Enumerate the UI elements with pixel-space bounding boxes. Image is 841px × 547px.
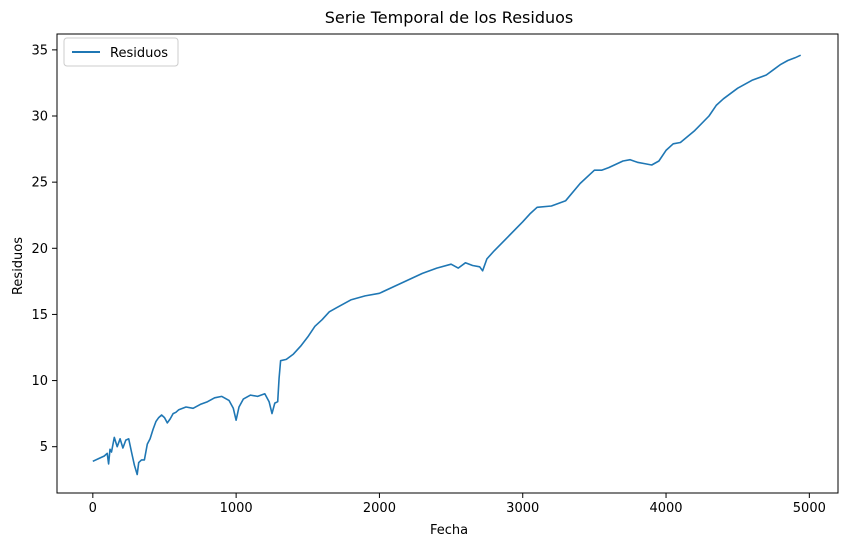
y-tick-label: 35 bbox=[31, 43, 48, 58]
plot-background bbox=[57, 34, 838, 493]
x-axis-title: Fecha bbox=[430, 523, 468, 538]
x-tick-label: 4000 bbox=[649, 501, 682, 516]
plot-area bbox=[56, 33, 839, 494]
y-axis: 5 10 15 20 25 30 35 bbox=[31, 43, 57, 455]
chart-title: Serie Temporal de los Residuos bbox=[325, 8, 573, 27]
legend: Residuos bbox=[63, 37, 179, 67]
y-tick-label: 15 bbox=[31, 308, 48, 323]
y-tick-label: 10 bbox=[31, 374, 48, 389]
y-tick-label: 25 bbox=[31, 176, 48, 191]
x-tick-label: 3000 bbox=[506, 501, 539, 516]
plot-frame bbox=[56, 33, 839, 494]
x-tick-label: 5000 bbox=[793, 501, 826, 516]
y-axis-title: Residuos bbox=[11, 237, 26, 295]
x-tick-label: 2000 bbox=[363, 501, 396, 516]
y-tick-label: 20 bbox=[31, 242, 48, 257]
series-line-residuos bbox=[92, 54, 802, 476]
y-tick-label: 5 bbox=[40, 440, 48, 455]
series-layer bbox=[92, 54, 802, 476]
y-tick-label: 30 bbox=[31, 110, 48, 125]
legend-label: Residuos bbox=[110, 46, 168, 61]
x-tick-label: 1000 bbox=[220, 501, 253, 516]
x-tick-label: 0 bbox=[89, 501, 97, 516]
legend-box bbox=[63, 37, 179, 67]
x-axis: 0 1000 2000 3000 4000 5000 bbox=[89, 493, 826, 516]
